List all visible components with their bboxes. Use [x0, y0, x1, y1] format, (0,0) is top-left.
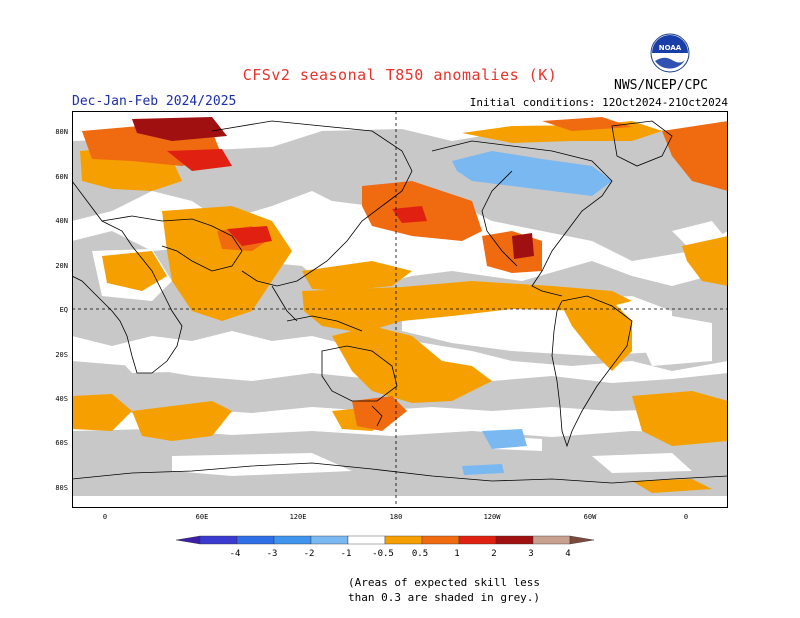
colorbar-bin — [199, 535, 238, 545]
footnote-line-2: than 0.3 are shaded in grey.) — [348, 591, 541, 604]
anomaly-map — [72, 111, 728, 508]
lon-label: 0 — [684, 513, 688, 521]
lat-label: 20S — [55, 351, 68, 359]
skill-footnote: (Areas of expected skill less than 0.3 a… — [348, 575, 540, 605]
colorbar-bin — [421, 535, 460, 545]
colorbar-bin — [532, 535, 571, 545]
colorbar-bin — [236, 535, 275, 545]
anomaly-3-to-4 — [132, 117, 534, 259]
colorbar-bin — [175, 535, 201, 545]
initial-conditions: Initial conditions: 12Oct2024-21Oct2024 — [469, 96, 728, 109]
colorbar-label: -1 — [341, 549, 352, 559]
lat-label: 40N — [55, 217, 68, 225]
colorbar-bin — [310, 535, 349, 545]
lon-label: 120W — [484, 513, 502, 521]
noaa-logo: NOAA — [650, 33, 690, 73]
colorbar-bin — [384, 535, 423, 545]
colorbar-label: 4 — [565, 549, 570, 559]
colorbar-bin — [273, 535, 312, 545]
colorbar-label: 3 — [528, 549, 533, 559]
coastlines — [72, 120, 728, 484]
lon-label: 60W — [584, 513, 597, 521]
lat-label: EQ — [60, 306, 68, 314]
lat-label: 60S — [55, 439, 68, 447]
lat-label: 40S — [55, 395, 68, 403]
agency-label: NWS/NCEP/CPC — [614, 78, 708, 93]
colorbar-label: -3 — [267, 549, 278, 559]
negative-anomalies — [452, 151, 612, 475]
colorbar-bin — [495, 535, 534, 545]
lon-label: 180 — [390, 513, 403, 521]
colorbar-label: -4 — [230, 549, 241, 559]
lat-label: 20N — [55, 262, 68, 270]
lon-label: 60E — [196, 513, 209, 521]
colorbar-bin — [569, 535, 595, 545]
colorbar-label: -2 — [304, 549, 315, 559]
lat-label: 60N — [55, 173, 68, 181]
colorbar-bin — [458, 535, 497, 545]
colorbar-label: -0.5 — [372, 549, 394, 559]
colorbar-label: 0.5 — [412, 549, 428, 559]
lon-label: 0 — [103, 513, 107, 521]
forecast-period: Dec-Jan-Feb 2024/2025 — [72, 94, 237, 109]
colorbar-label: 2 — [491, 549, 496, 559]
lon-label: 120E — [290, 513, 307, 521]
colorbar-bin — [347, 535, 386, 545]
svg-text:NOAA: NOAA — [659, 44, 682, 52]
map-frame — [72, 111, 728, 508]
colorbar-label: 1 — [454, 549, 459, 559]
anomaly-2-to-3 — [167, 149, 427, 246]
footnote-line-1: (Areas of expected skill less — [348, 576, 541, 589]
colorbar: -4 -3 -2 -1 -0.5 0.5 1 2 3 4 — [175, 535, 595, 559]
lat-label: 80S — [55, 484, 68, 492]
map-title: CFSv2 seasonal T850 anomalies (K) — [242, 66, 558, 84]
lat-label: 80N — [55, 128, 68, 136]
